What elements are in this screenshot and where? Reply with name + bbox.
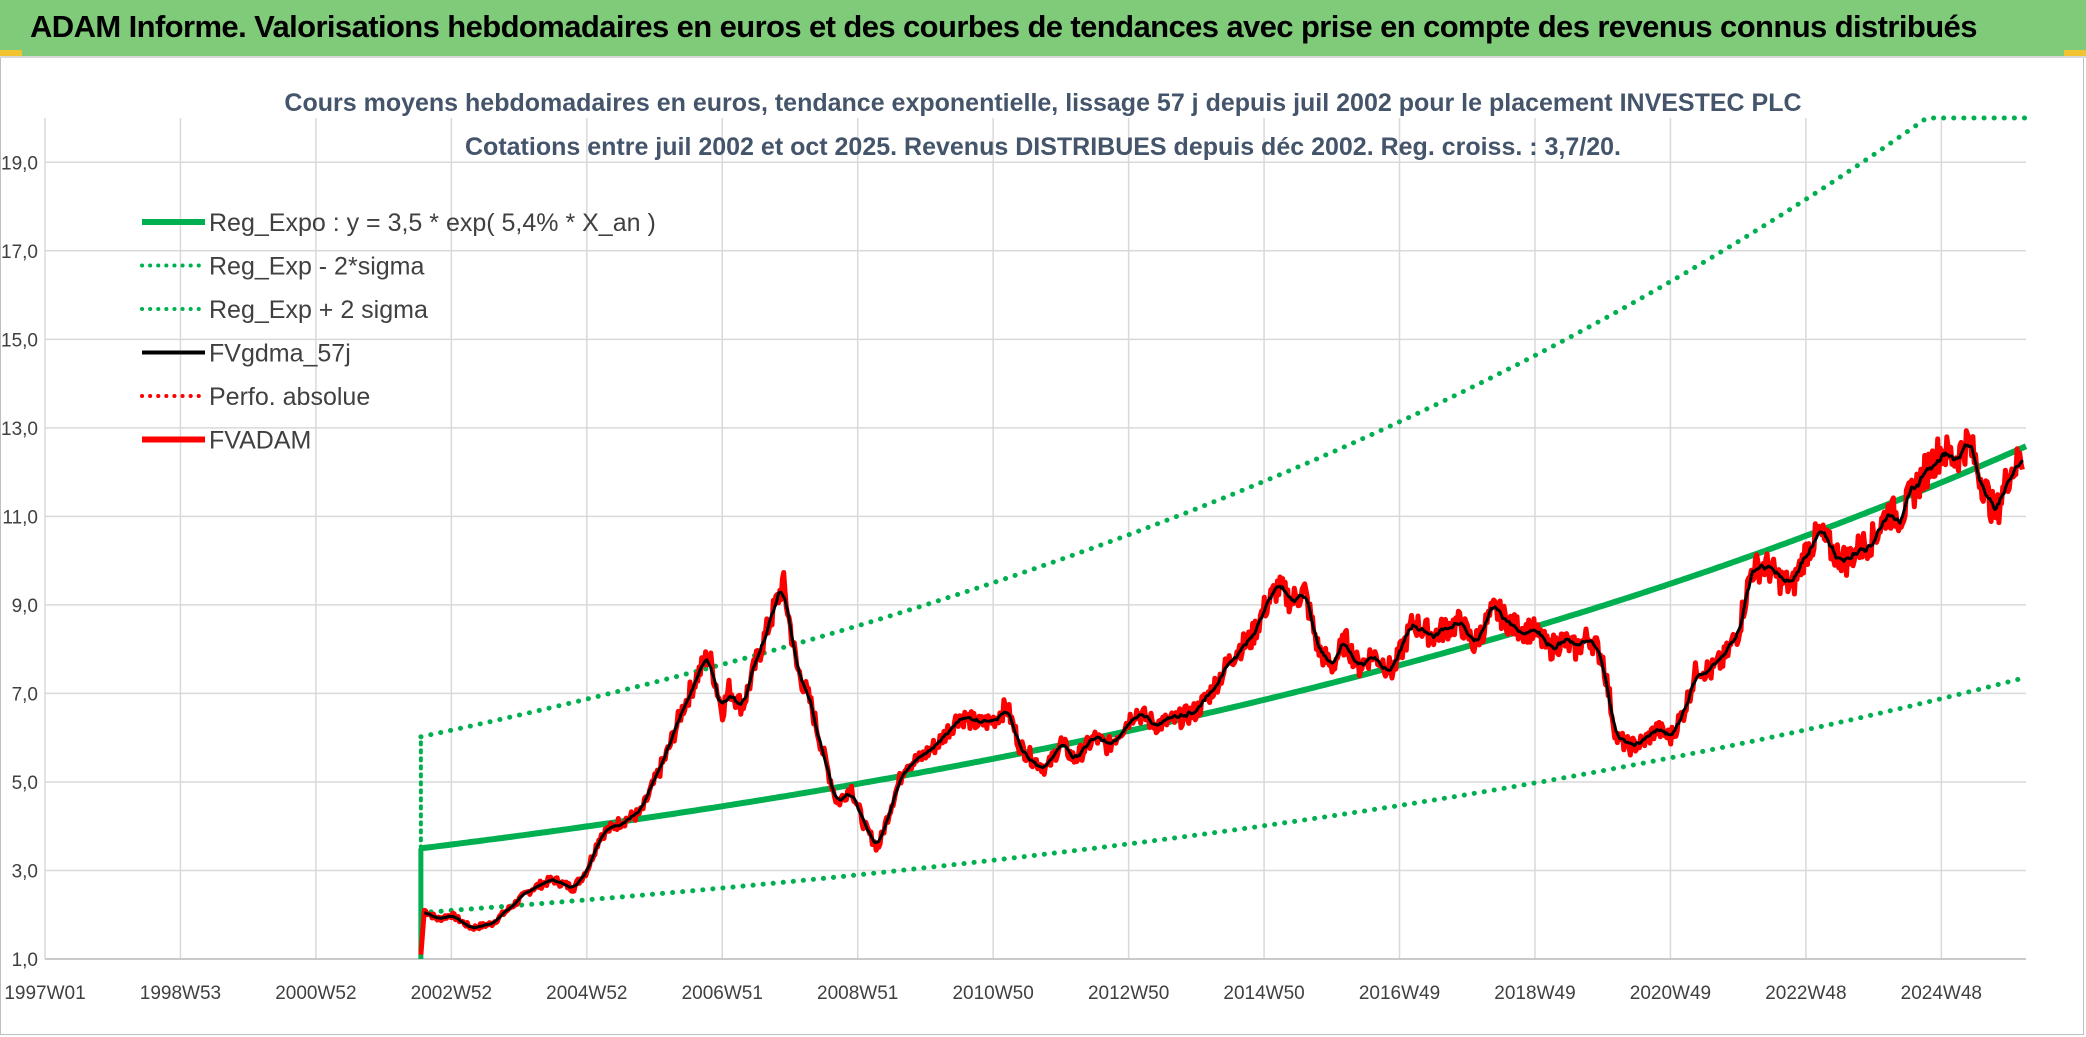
y-tick-label: 3,0 (12, 861, 38, 882)
chart-title-line1: Cours moyens hebdomadaires en euros, ten… (284, 89, 1801, 117)
x-tick-label: 2024W48 (1901, 983, 1982, 1004)
x-tick-label: 2022W48 (1765, 983, 1846, 1004)
y-tick-label: 1,0 (12, 950, 38, 971)
legend-label-fvgdma-57j: FVgdma_57j (209, 340, 351, 368)
legend-label-fvadam: FVADAM (209, 427, 311, 455)
reg-exp-minus-2sigma-line (418, 674, 2029, 916)
x-tick-label: 2000W52 (275, 983, 356, 1004)
x-tick-label: 2002W52 (411, 983, 492, 1004)
page-title: ADAM Informe. Valorisations hebdomadaire… (30, 9, 1977, 44)
header-bar: ADAM Informe. Valorisations hebdomadaire… (0, 0, 2086, 58)
chart-frame (0, 58, 2084, 1035)
legend-label-perfo-absolue: Perfo. absolue (209, 383, 370, 411)
fvgdma-57j-line (423, 443, 2024, 930)
y-tick-label: 5,0 (12, 773, 38, 794)
fvadam-line (418, 428, 2025, 955)
axis-ticks: 1,0 3,0 5,0 7,0 9,0 11,0 13,0 15,0 17,0 19,0 1997W… (1, 153, 1982, 1004)
reg-exp-plus-2sigma-line (418, 115, 2029, 740)
x-tick-label: 2016W49 (1359, 983, 1440, 1004)
header-accent-right (2064, 50, 2086, 56)
x-tick-label: 1998W53 (140, 983, 221, 1004)
x-tick-label: 2004W52 (546, 983, 627, 1004)
x-tick-label: 2006W51 (682, 983, 763, 1004)
legend-label-reg-exp-minus-2sigma: Reg_Exp - 2*sigma (209, 253, 424, 281)
x-tick-label: 2012W50 (1088, 983, 1169, 1004)
y-tick-label: 17,0 (1, 242, 38, 263)
legend-label-reg-exp-plus-2sigma: Reg_Exp + 2 sigma (209, 296, 428, 324)
x-tick-label: 2010W50 (952, 983, 1033, 1004)
x-tick-label: 2008W51 (817, 983, 898, 1004)
x-tick-label: 2014W50 (1223, 983, 1304, 1004)
y-tick-label: 19,0 (1, 153, 38, 174)
legend: Reg_Expo : y = 3,5 * exp( 5,4% * X_an ) R… (140, 209, 656, 455)
chart-title-line2: Cotations entre juil 2002 et oct 2025. R… (465, 133, 1621, 161)
y-tick-label: 13,0 (1, 419, 38, 440)
y-tick-label: 7,0 (12, 684, 38, 705)
y-tick-label: 9,0 (12, 596, 38, 617)
x-tick-label: 2018W49 (1494, 983, 1575, 1004)
header-accent-left (0, 50, 22, 56)
reg-expo-line (420, 443, 2028, 852)
y-tick-label: 15,0 (1, 330, 38, 351)
y-tick-label: 11,0 (2, 507, 38, 528)
grid-lines (44, 118, 2026, 960)
legend-label-reg-expo: Reg_Expo : y = 3,5 * exp( 5,4% * X_an ) (209, 209, 656, 237)
series-lines (418, 115, 2029, 959)
x-tick-label: 1997W01 (4, 983, 85, 1004)
x-tick-label: 2020W49 (1630, 983, 1711, 1004)
